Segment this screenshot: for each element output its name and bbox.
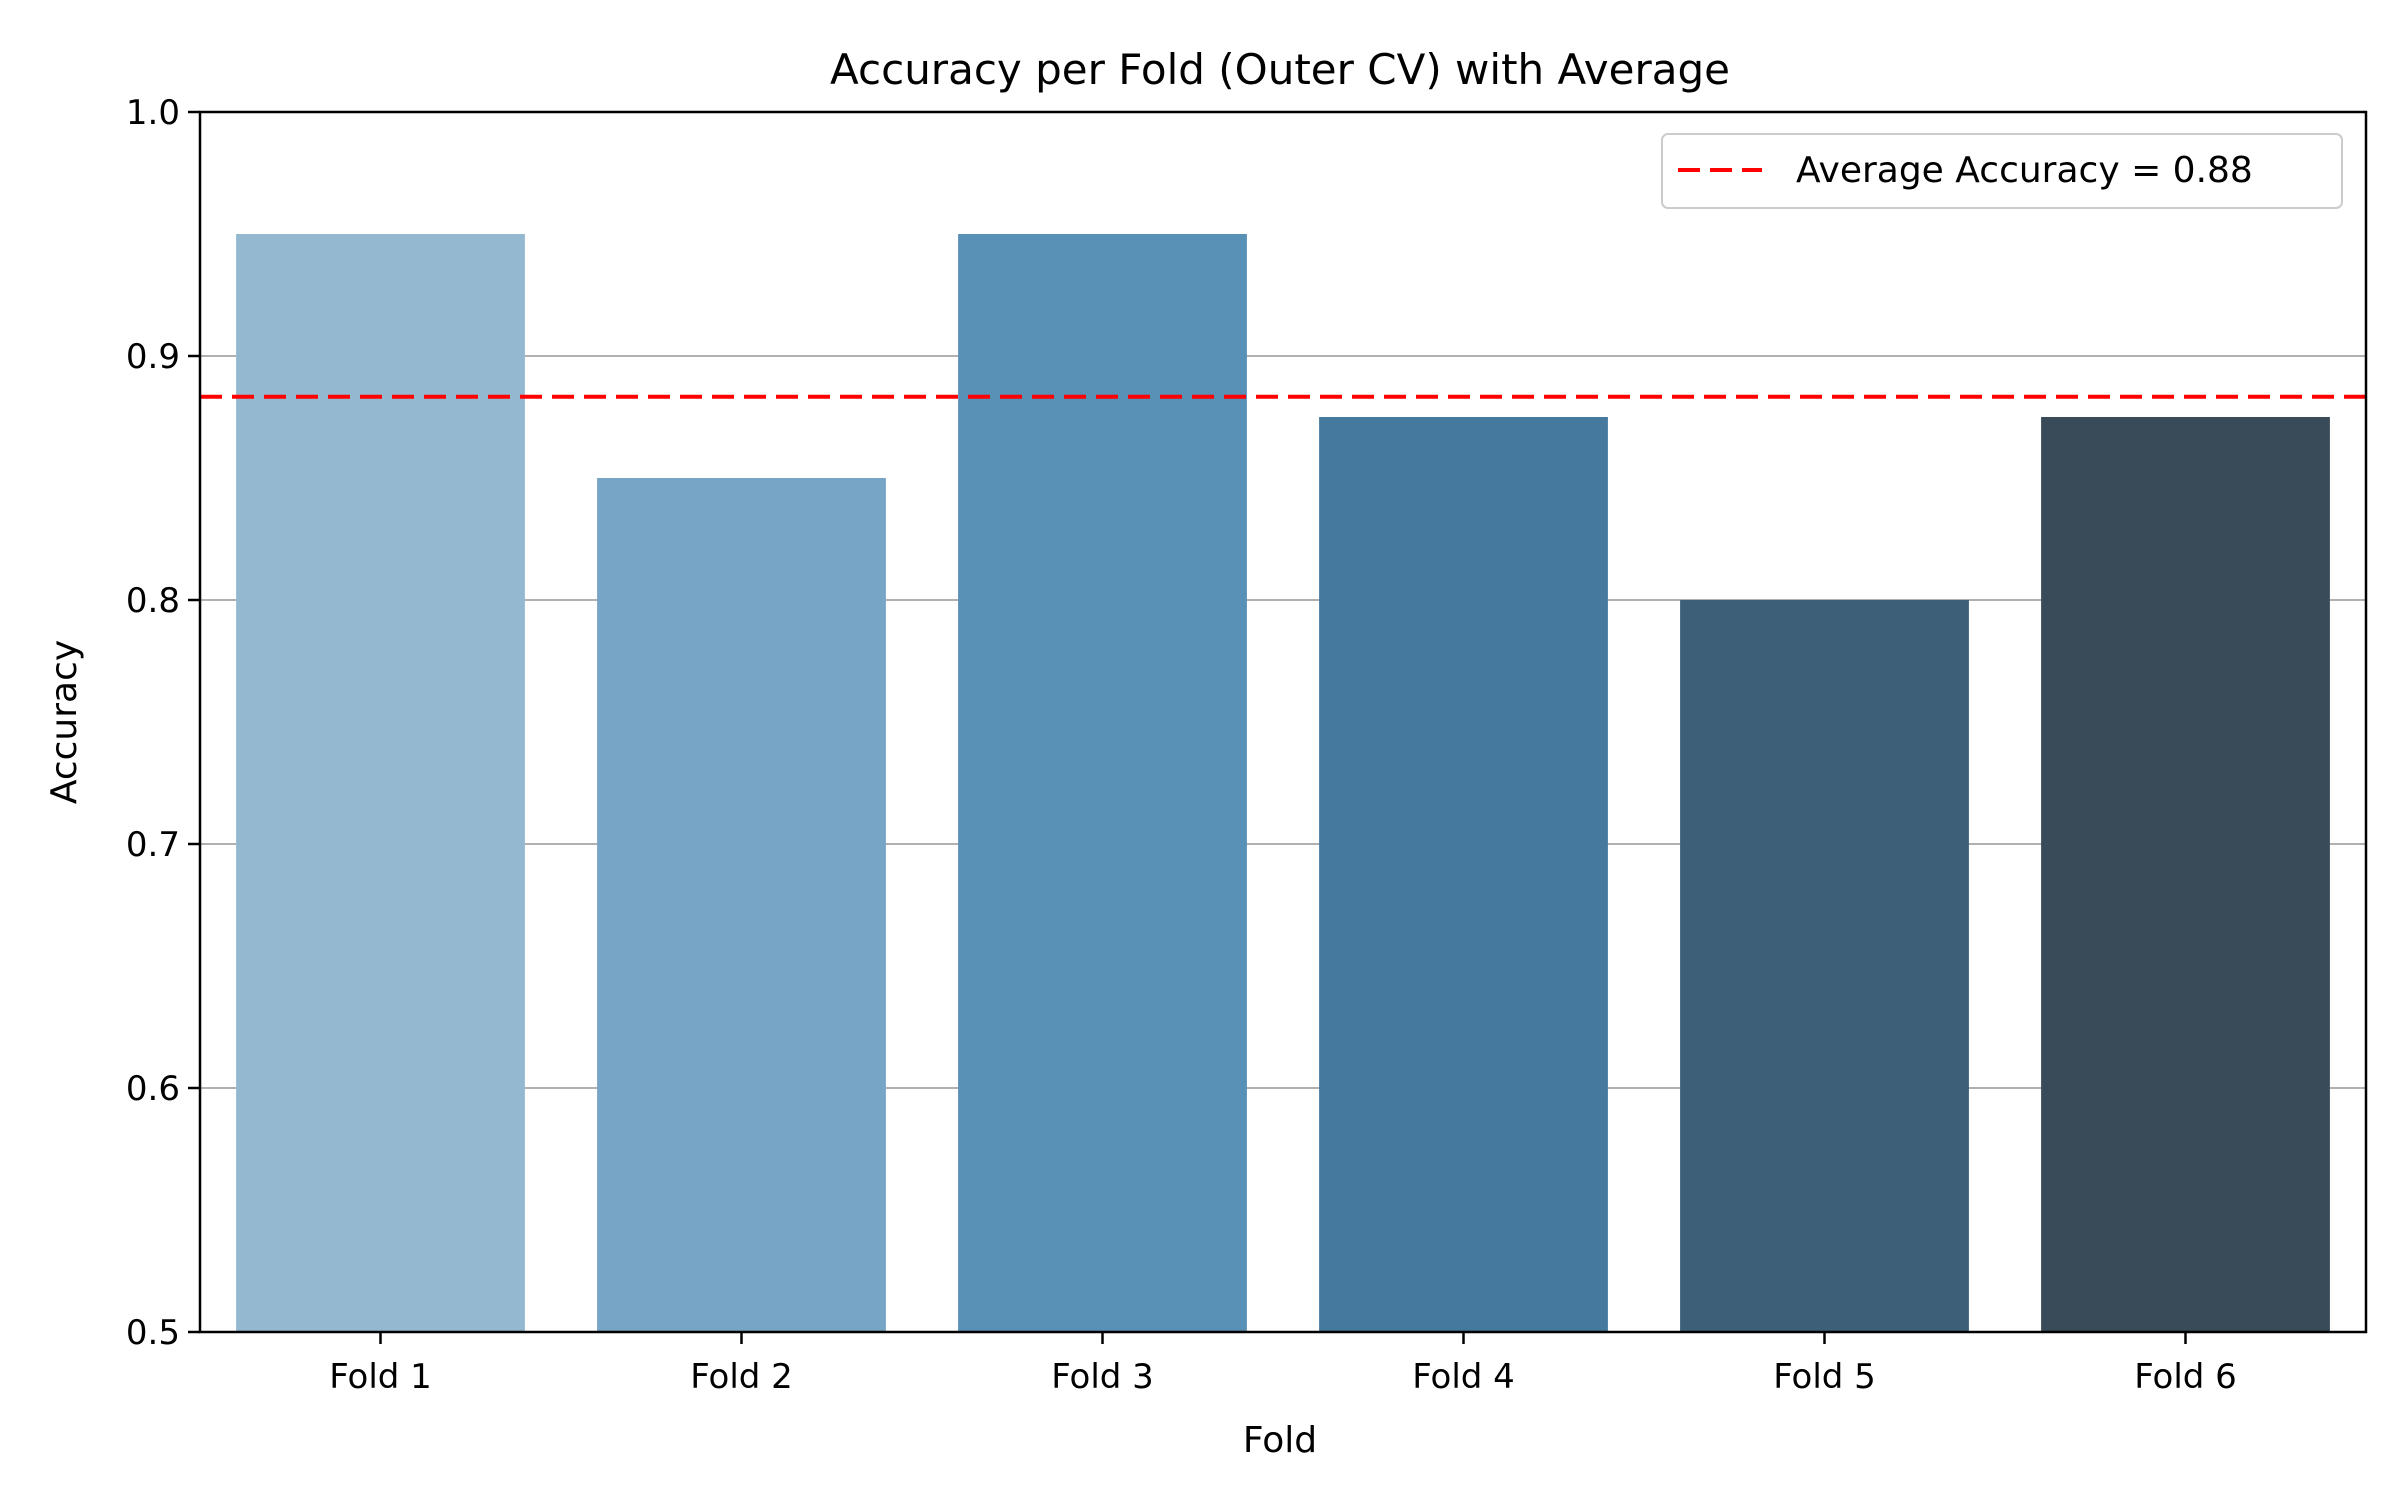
chart-title: Accuracy per Fold (Outer CV) with Averag… (830, 45, 1730, 94)
y-tick-label: 0.5 (126, 1313, 180, 1353)
bars (236, 234, 2330, 1332)
y-axis-ticks: 0.5 0.6 0.7 0.8 0.9 1.0 (126, 93, 200, 1353)
legend-label: Average Accuracy = 0.88 (1796, 150, 2253, 191)
bar-fold-5 (1680, 600, 1969, 1332)
bar-fold-6 (2041, 417, 2330, 1332)
bar-fold-2 (597, 478, 886, 1332)
x-axis-ticks: Fold 1 Fold 2 Fold 3 Fold 4 Fold 5 Fold 6 (329, 1332, 2237, 1397)
x-tick-label: Fold 5 (1773, 1357, 1876, 1397)
gridlines (200, 355, 2366, 1089)
y-tick-label: 1.0 (126, 93, 180, 133)
x-axis-label: Fold (1243, 1420, 1317, 1461)
bar-fold-3 (958, 234, 1247, 1332)
x-tick-label: Fold 3 (1051, 1357, 1154, 1397)
y-tick-label: 0.9 (126, 337, 180, 377)
legend: Average Accuracy = 0.88 (1661, 133, 2343, 209)
legend-box (1661, 133, 2343, 209)
bar-fold-4 (1319, 417, 1608, 1332)
bar-fold-1 (236, 234, 525, 1332)
x-tick-label: Fold 2 (690, 1357, 793, 1397)
plot-frame (198, 110, 2368, 1334)
x-tick-label: Fold 4 (1412, 1357, 1515, 1397)
y-tick-label: 0.7 (126, 825, 180, 865)
y-tick-label: 0.8 (126, 581, 180, 621)
x-tick-label: Fold 6 (2134, 1357, 2237, 1397)
y-axis-label: Accuracy (44, 640, 85, 804)
x-tick-label: Fold 1 (329, 1357, 432, 1397)
y-tick-label: 0.6 (126, 1069, 180, 1109)
